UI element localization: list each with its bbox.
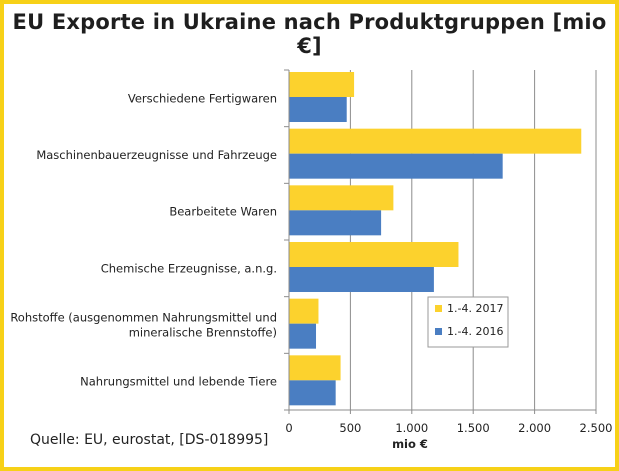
bars xyxy=(289,72,582,406)
x-tick-label: 1.500 xyxy=(457,421,490,435)
legend-label-2017: 1.-4. 2017 xyxy=(447,302,503,315)
category-labels: Verschiedene Fertigwaren Maschinenbauerze… xyxy=(10,91,277,388)
bar-2017 xyxy=(289,355,341,381)
bar-2016 xyxy=(289,97,347,122)
source-note: Quelle: EU, eurostat, [DS-018995] xyxy=(30,432,269,448)
bar-2017 xyxy=(289,72,355,97)
bar-2017 xyxy=(289,128,582,154)
bar-2016 xyxy=(289,380,336,406)
grid-lines xyxy=(349,70,597,410)
category-label: Maschinenbauerzeugnisse und Fahrzeuge xyxy=(36,148,277,162)
category-label: Bearbeitete Waren xyxy=(169,205,277,219)
bar-2017 xyxy=(289,242,459,267)
x-tick-label: 1.000 xyxy=(395,421,428,435)
bar-2017 xyxy=(289,185,394,211)
legend: 1.-4. 2017 1.-4. 2016 xyxy=(427,296,509,348)
category-label: Nahrungsmittel und lebende Tiere xyxy=(80,375,277,389)
legend-swatch-2016 xyxy=(435,328,442,335)
axes xyxy=(284,69,597,414)
tick-labels: 0 500 1.000 1.500 2.000 2.500 xyxy=(285,421,612,435)
x-tick-label: 2.000 xyxy=(518,421,551,435)
bar-2016 xyxy=(289,323,317,349)
category-label: Chemische Erzeugnisse, a.n.g. xyxy=(101,261,277,275)
bar-2017 xyxy=(289,298,319,324)
x-tick-label: 2.500 xyxy=(580,421,613,435)
legend-swatch-2017 xyxy=(435,305,442,312)
legend-label-2016: 1.-4. 2016 xyxy=(447,325,503,338)
bar-2016 xyxy=(289,210,382,236)
category-label: Rohstoffe (ausgenommen Nahrungsmittel un… xyxy=(10,311,277,325)
category-label: mineralische Brennstoffe) xyxy=(129,326,277,340)
bar-2016 xyxy=(289,267,434,292)
x-tick-label: 500 xyxy=(339,421,361,435)
bar-2016 xyxy=(289,153,503,179)
category-label: Verschiedene Fertigwaren xyxy=(128,91,277,105)
x-tick-label: 0 xyxy=(285,421,292,435)
chart-title: EU Exporte in Ukraine nach Produktgruppe… xyxy=(12,10,607,58)
x-axis-label: mio € xyxy=(392,437,428,451)
